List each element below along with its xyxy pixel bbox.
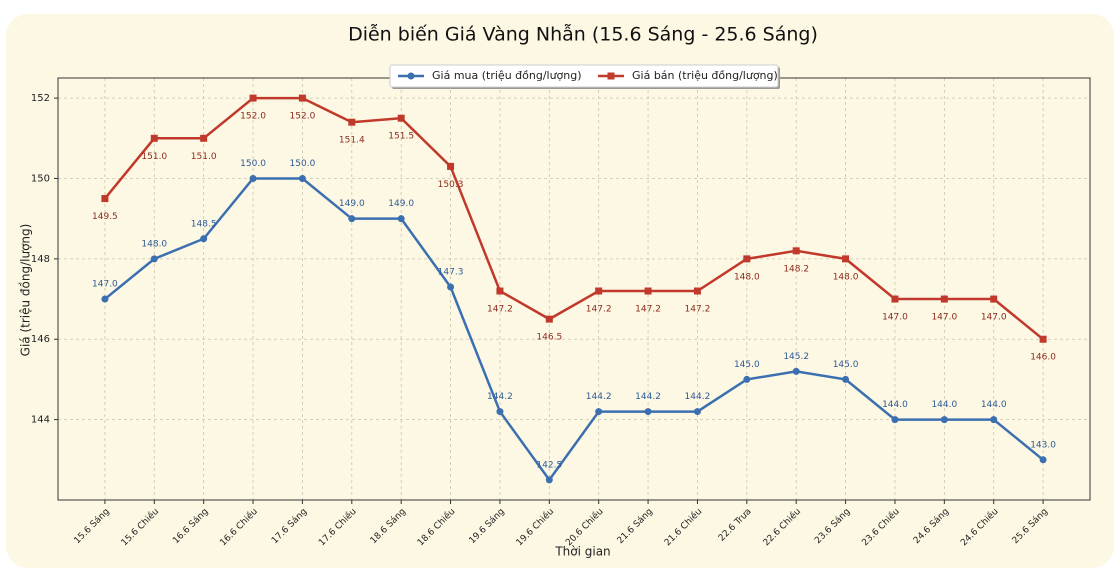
marker — [644, 287, 652, 295]
marker — [792, 247, 800, 255]
data-label: 149.5 — [92, 212, 118, 222]
data-label: 145.0 — [833, 360, 859, 370]
data-label: 147.0 — [931, 313, 957, 323]
y-axis-label: Giá (triệu đồng/lượng) — [19, 224, 33, 357]
y-tick-label: 150 — [31, 173, 50, 184]
data-label: 145.2 — [783, 352, 809, 362]
data-label: 147.0 — [882, 313, 908, 323]
legend-label: Giá mua (triệu đồng/lượng) — [432, 69, 582, 82]
marker — [940, 416, 948, 424]
data-label: 147.2 — [635, 305, 661, 315]
marker — [545, 476, 553, 484]
marker — [743, 375, 751, 383]
marker — [150, 255, 158, 263]
marker — [101, 295, 109, 303]
marker — [595, 287, 603, 295]
marker — [891, 416, 899, 424]
marker — [1039, 456, 1047, 464]
data-label: 150.3 — [438, 180, 464, 190]
data-label: 144.2 — [685, 392, 711, 402]
marker — [348, 215, 356, 223]
data-label: 151.5 — [388, 132, 414, 142]
data-label: 145.0 — [734, 360, 760, 370]
marker — [348, 118, 356, 126]
legend — [389, 64, 779, 88]
data-label: 148.0 — [833, 272, 859, 282]
data-label: 147.2 — [487, 305, 513, 315]
data-label: 150.0 — [290, 159, 316, 169]
data-label: 149.0 — [339, 199, 365, 209]
data-label: 149.0 — [388, 199, 414, 209]
data-label: 151.0 — [141, 152, 167, 162]
marker — [990, 416, 998, 424]
data-label: 151.4 — [339, 136, 365, 146]
marker — [298, 94, 306, 102]
data-label: 147.3 — [438, 267, 464, 277]
data-label: 152.0 — [240, 112, 266, 122]
data-label: 150.0 — [240, 159, 266, 169]
marker — [496, 287, 504, 295]
y-tick-label: 144 — [31, 415, 50, 426]
marker — [249, 94, 257, 102]
marker — [496, 408, 504, 416]
legend-marker — [407, 72, 415, 80]
data-label: 147.2 — [685, 305, 711, 315]
marker — [990, 295, 998, 303]
data-label: 144.0 — [981, 400, 1007, 410]
marker — [842, 375, 850, 383]
data-label: 148.0 — [141, 239, 167, 249]
y-tick-label: 152 — [31, 93, 50, 104]
marker — [693, 408, 701, 416]
marker — [447, 162, 455, 170]
marker — [1039, 335, 1047, 343]
x-axis-label: Thời gian — [554, 545, 610, 559]
marker — [150, 134, 158, 142]
data-label: 152.0 — [290, 112, 316, 122]
data-label: 146.5 — [536, 333, 562, 343]
data-label: 148.0 — [734, 272, 760, 282]
plot-area — [58, 78, 1090, 500]
marker — [397, 215, 405, 223]
marker — [644, 408, 652, 416]
marker — [891, 295, 899, 303]
data-label: 142.5 — [536, 460, 562, 470]
data-label: 151.0 — [191, 152, 217, 162]
data-label: 148.2 — [783, 264, 809, 274]
legend-marker — [607, 72, 615, 80]
data-label: 147.0 — [92, 280, 118, 290]
marker — [447, 283, 455, 291]
data-label: 144.0 — [882, 400, 908, 410]
marker — [101, 195, 109, 203]
y-tick-label: 148 — [31, 254, 50, 265]
marker — [940, 295, 948, 303]
data-label: 148.5 — [191, 219, 217, 229]
data-label: 146.0 — [1030, 353, 1056, 363]
marker — [792, 367, 800, 375]
series-line — [104, 177, 1044, 483]
data-label: 144.2 — [487, 392, 513, 402]
marker — [545, 315, 553, 323]
marker — [743, 255, 751, 263]
legend-label: Giá bán (triệu đồng/lượng) — [632, 69, 778, 82]
marker — [298, 174, 306, 182]
marker — [397, 114, 405, 122]
marker — [693, 287, 701, 295]
data-label: 144.2 — [635, 392, 661, 402]
data-label: 144.2 — [586, 392, 612, 402]
data-label: 147.2 — [586, 305, 612, 315]
marker — [200, 134, 208, 142]
marker — [842, 255, 850, 263]
data-label: 143.0 — [1030, 440, 1056, 450]
y-tick-label: 146 — [31, 334, 50, 345]
marker — [249, 174, 257, 182]
data-label: 147.0 — [981, 313, 1007, 323]
marker — [200, 235, 208, 243]
data-label: 144.0 — [931, 400, 957, 410]
chart-title: Diễn biến Giá Vàng Nhẫn (15.6 Sáng - 25.… — [348, 23, 818, 46]
series-line — [103, 96, 1044, 341]
marker — [595, 408, 603, 416]
